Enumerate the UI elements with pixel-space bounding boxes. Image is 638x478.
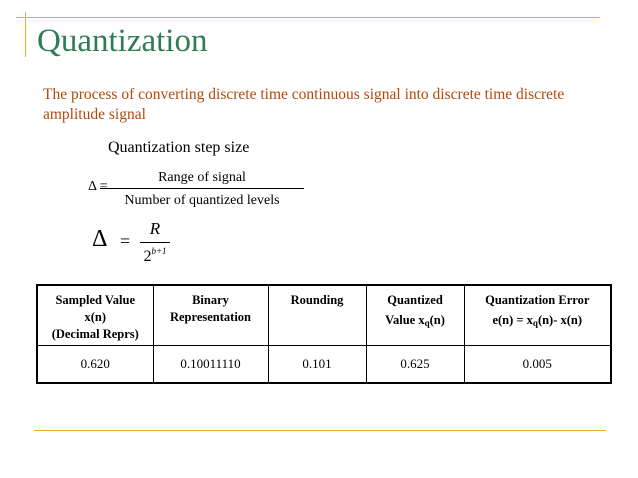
- header-rounding: Rounding: [267, 284, 367, 346]
- header-binary-representation: Binary Representation: [152, 284, 269, 346]
- formula2-exponent: b+1: [151, 246, 167, 256]
- top-decorative-rule: [16, 17, 600, 18]
- intro-text: The process of converting discrete time …: [43, 86, 565, 123]
- formula1-lhs: Δ =: [88, 179, 108, 194]
- table-row: 0.620 0.10011110 0.101 0.625 0.005: [36, 345, 612, 384]
- header-line: Representation: [169, 310, 251, 324]
- header-line: Quantized: [387, 293, 443, 307]
- table-header-row: Sampled Value x(n) (Decimal Reprs) Binar…: [36, 284, 612, 346]
- cell-quantized-value: 0.625: [365, 345, 465, 384]
- formula2-base: 2: [143, 248, 152, 265]
- header-text: Value x: [385, 313, 425, 327]
- formula2-numerator: R: [149, 219, 161, 238]
- header-text: (n)- x(n): [537, 313, 583, 327]
- step-size-heading: Quantization step size: [108, 139, 250, 156]
- header-line: Rounding: [290, 293, 344, 307]
- cell-sampled-value: 0.620: [36, 345, 154, 384]
- formula1-numerator: Range of signal: [158, 170, 246, 185]
- bottom-decorative-rule: [34, 430, 606, 431]
- header-line: e(n) = xq(n)- x(n): [467, 312, 609, 332]
- header-quantization-error: Quantization Error e(n) = xq(n)- x(n): [463, 284, 612, 346]
- header-text: e(n) = x: [492, 313, 533, 327]
- header-line: (Decimal Reprs): [51, 327, 139, 341]
- header-text: (n): [429, 313, 445, 327]
- header-line: x(n): [84, 310, 107, 324]
- formula2-fraction-bar: [140, 242, 170, 243]
- formula1-denominator: Number of quantized levels: [124, 193, 280, 208]
- slide-title: Quantization: [37, 23, 208, 59]
- header-subscript: q: [424, 318, 430, 328]
- header-line: Sampled Value: [55, 293, 136, 307]
- formula1-fraction-bar: [100, 188, 304, 189]
- left-decorative-rule: [25, 12, 26, 57]
- header-sampled-value: Sampled Value x(n) (Decimal Reprs): [36, 284, 154, 346]
- header-line: Binary: [192, 293, 229, 307]
- formula2-denominator: 2b+1: [140, 246, 170, 266]
- formula2-delta: Δ: [92, 226, 108, 252]
- header-quantized-value: Quantized Value xq(n): [365, 284, 465, 346]
- header-subscript: q: [532, 318, 538, 328]
- header-line: Quantization Error: [485, 293, 590, 307]
- cell-rounding: 0.101: [267, 345, 367, 384]
- formula2-equals: =: [120, 231, 131, 251]
- quantization-table: Sampled Value x(n) (Decimal Reprs) Binar…: [36, 284, 612, 384]
- cell-quantization-error: 0.005: [463, 345, 612, 384]
- cell-binary-representation: 0.10011110: [152, 345, 269, 384]
- header-line: Value xq(n): [369, 312, 462, 332]
